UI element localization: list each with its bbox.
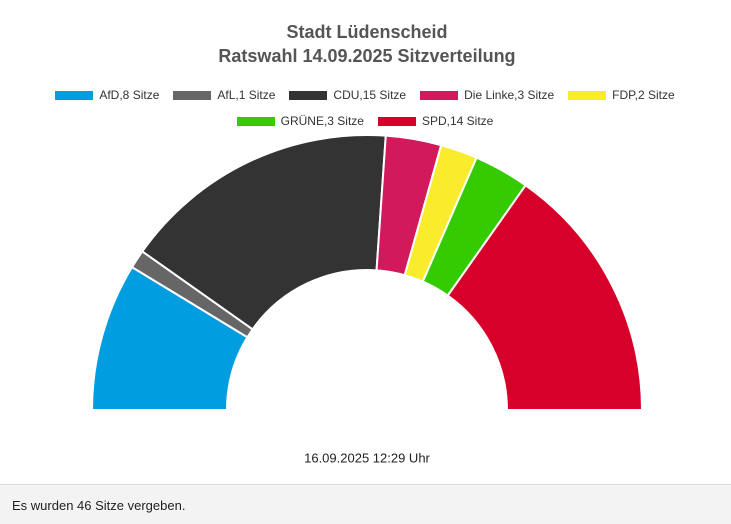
legend-swatch [568, 90, 607, 100]
legend-label: SPD,14 Sitze [421, 114, 494, 128]
legend-item[interactable]: FDP,2 Sitze [568, 86, 675, 104]
status-bar: Es wurden 46 Sitze vergeben. [0, 484, 731, 524]
legend-swatch [420, 90, 459, 100]
legend-label: FDP,2 Sitze [612, 88, 675, 102]
seat-segment [446, 184, 643, 411]
chart-title: Stadt Lüdenscheid [286, 22, 447, 42]
legend-item[interactable]: AfL,1 Sitze [173, 86, 275, 104]
legend-label: CDU,15 Sitze [333, 88, 407, 102]
legend-label: AfL,1 Sitze [217, 88, 276, 102]
legend-swatch [377, 116, 416, 126]
legend-label: AfD,8 Sitze [99, 88, 160, 102]
legend-item[interactable]: AfD,8 Sitze [55, 86, 159, 104]
legend-item[interactable]: CDU,15 Sitze [289, 86, 406, 104]
legend-item[interactable]: Die Linke,3 Sitze [420, 86, 554, 104]
chart-subtitle: Ratswahl 14.09.2025 Sitzverteilung [218, 46, 515, 66]
legend-swatch [289, 90, 328, 100]
legend: AfD,8 Sitze AfL,1 Sitze CDU,15 Sitze Die Li… [45, 86, 685, 130]
legend-item[interactable]: GRÜNE,3 Sitze [236, 112, 364, 130]
legend-swatch [173, 90, 212, 100]
legend-label: GRÜNE,3 Sitze [280, 114, 364, 128]
legend-swatch [236, 116, 275, 126]
legend-swatch [55, 90, 94, 100]
chart: Stadt Lüdenscheid Ratswahl 14.09.2025 Si… [91, 22, 643, 465]
legend-label: Die Linke,3 Sitze [464, 88, 555, 102]
annotation: 16.09.2025 12:29 Uhr [304, 450, 430, 465]
seat-segment [141, 134, 387, 331]
legend-item[interactable]: SPD,14 Sitze [377, 112, 494, 130]
